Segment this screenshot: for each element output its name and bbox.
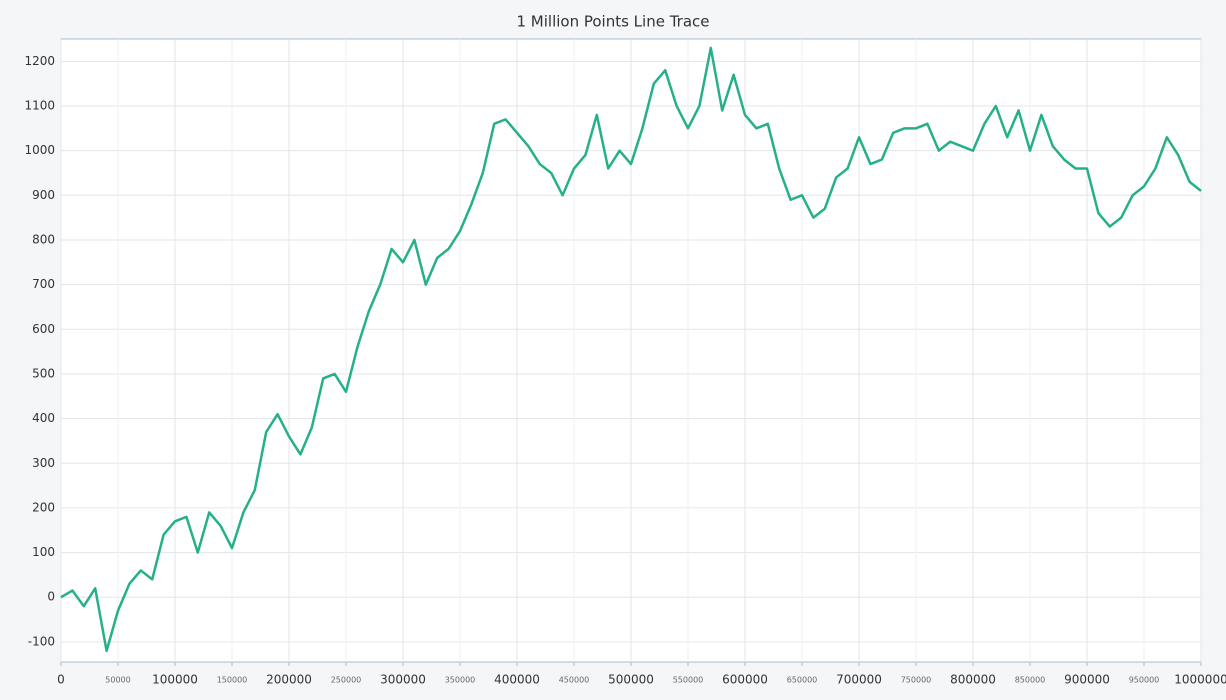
x-tick-label: 350000 [445, 676, 476, 685]
x-tick-label: 800000 [950, 673, 996, 687]
y-tick-label: 700 [32, 277, 55, 291]
y-tick-label: 1000 [24, 143, 55, 157]
y-tick-label: 1200 [24, 54, 55, 68]
y-tick-label: 1100 [24, 98, 55, 112]
y-tick-label: -100 [28, 634, 55, 648]
y-tick-label: 800 [32, 232, 55, 246]
x-tick-label: 550000 [673, 676, 704, 685]
x-tick-label: 600000 [722, 673, 768, 687]
y-tick-label: 400 [32, 411, 55, 425]
x-tick-label: 250000 [331, 676, 362, 685]
x-tick-label: 450000 [559, 676, 590, 685]
y-tick-label: 200 [32, 500, 55, 514]
y-tick-label: 600 [32, 322, 55, 336]
y-tick-label: 500 [32, 366, 55, 380]
y-tick-label: 900 [32, 188, 55, 202]
x-tick-label: 300000 [380, 673, 426, 687]
x-tick-label: 1000000 [1174, 673, 1226, 687]
x-tick-label: 900000 [1064, 673, 1110, 687]
x-tick-label: 200000 [266, 673, 312, 687]
x-tick-label: 100000 [152, 673, 198, 687]
x-tick-label: 500000 [608, 673, 654, 687]
x-tick-label: 400000 [494, 673, 540, 687]
y-tick-label: 0 [47, 590, 55, 604]
line [60, 46, 1202, 653]
x-tick-label: 750000 [901, 676, 932, 685]
chart-title: 1 Million Points Line Trace [516, 13, 709, 31]
x-tick-label: 50000 [105, 676, 130, 685]
y-tick-label: 100 [32, 545, 55, 559]
x-tick-label: 650000 [787, 676, 818, 685]
x-tick-label: 850000 [1015, 676, 1046, 685]
x-tick-label: 950000 [1129, 676, 1160, 685]
x-tick-label: 0 [57, 673, 65, 687]
x-tick-label: 700000 [836, 673, 882, 687]
y-tick-label: 300 [32, 456, 55, 470]
x-tick-label: 150000 [217, 676, 248, 685]
